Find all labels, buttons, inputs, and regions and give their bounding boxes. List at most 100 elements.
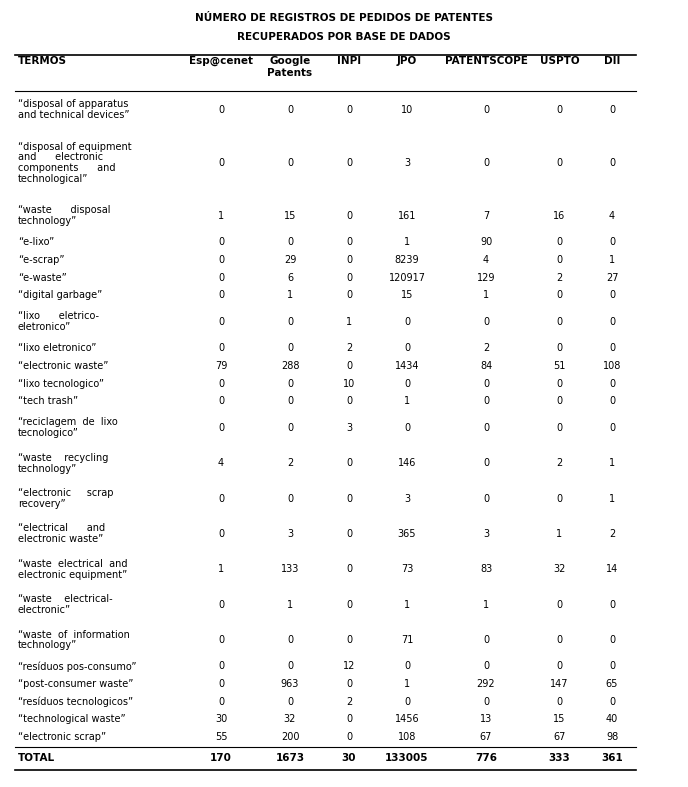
Text: 0: 0 [609,237,615,247]
Text: 6: 6 [287,272,293,283]
Text: 0: 0 [609,661,615,671]
Text: 0: 0 [218,272,224,283]
Text: 1: 1 [404,237,410,247]
Text: 0: 0 [557,157,563,168]
Text: 1: 1 [404,600,410,610]
Text: 1: 1 [287,290,293,301]
Text: 0: 0 [609,423,615,433]
Text: 10: 10 [343,379,355,389]
Text: 0: 0 [404,317,410,327]
Text: 1: 1 [218,211,224,220]
Text: 108: 108 [398,732,416,742]
Text: “disposal of apparatus
and technical devices”: “disposal of apparatus and technical dev… [18,99,129,120]
Text: 51: 51 [553,361,566,371]
Text: 1: 1 [346,317,352,327]
Text: 0: 0 [346,361,352,371]
Text: 200: 200 [281,732,299,742]
Text: 0: 0 [346,272,352,283]
Text: 0: 0 [404,423,410,433]
Text: “waste    electrical-
electronic”: “waste electrical- electronic” [18,594,113,615]
Text: 79: 79 [215,361,227,371]
Text: 0: 0 [218,635,224,645]
Text: 146: 146 [398,458,416,468]
Text: 0: 0 [287,661,293,671]
Text: 133005: 133005 [385,753,429,763]
Text: “electrical      and
electronic waste”: “electrical and electronic waste” [18,523,105,545]
Text: “electronic     scrap
recovery”: “electronic scrap recovery” [18,488,114,509]
Text: 0: 0 [609,290,615,301]
Text: USPTO: USPTO [539,56,579,66]
Text: 0: 0 [557,237,563,247]
Text: 1: 1 [404,397,410,406]
Text: 1: 1 [483,290,489,301]
Text: 0: 0 [218,696,224,707]
Text: 0: 0 [287,317,293,327]
Text: “e-lixo”: “e-lixo” [18,237,54,247]
Text: “digital garbage”: “digital garbage” [18,290,103,301]
Text: DII: DII [604,56,620,66]
Text: 0: 0 [346,397,352,406]
Text: “resíduos tecnologicos”: “resíduos tecnologicos” [18,696,133,707]
Text: 0: 0 [557,423,563,433]
Text: Esp@cenet: Esp@cenet [189,56,253,66]
Text: 71: 71 [401,635,413,645]
Text: 0: 0 [287,493,293,504]
Text: 1456: 1456 [395,715,419,725]
Text: 0: 0 [346,105,352,115]
Text: 0: 0 [483,397,489,406]
Text: 1434: 1434 [395,361,419,371]
Text: 0: 0 [483,423,489,433]
Text: “resíduos pos-consumo”: “resíduos pos-consumo” [18,661,136,672]
Text: 15: 15 [401,290,413,301]
Text: 0: 0 [218,237,224,247]
Text: 2: 2 [346,696,352,707]
Text: 0: 0 [404,343,410,353]
Text: 0: 0 [557,397,563,406]
Text: 0: 0 [346,715,352,725]
Text: 0: 0 [346,635,352,645]
Text: 0: 0 [557,635,563,645]
Text: 0: 0 [483,458,489,468]
Text: 365: 365 [398,529,416,539]
Text: 2: 2 [609,529,615,539]
Text: 0: 0 [346,237,352,247]
Text: 120917: 120917 [389,272,425,283]
Text: RECUPERADOS POR BASE DE DADOS: RECUPERADOS POR BASE DE DADOS [237,32,451,42]
Text: 0: 0 [483,317,489,327]
Text: 14: 14 [606,564,618,575]
Text: 0: 0 [218,317,224,327]
Text: 4: 4 [218,458,224,468]
Text: 0: 0 [609,157,615,168]
Text: 3: 3 [404,157,410,168]
Text: “e-waste”: “e-waste” [18,272,67,283]
Text: 0: 0 [557,661,563,671]
Text: 0: 0 [483,493,489,504]
Text: 0: 0 [218,679,224,689]
Text: “reciclagem  de  lixo
tecnologico”: “reciclagem de lixo tecnologico” [18,417,118,438]
Text: NÚMERO DE REGISTROS DE PEDIDOS DE PATENTES: NÚMERO DE REGISTROS DE PEDIDOS DE PATENT… [195,13,493,23]
Text: 108: 108 [603,361,621,371]
Text: 13: 13 [480,715,492,725]
Text: 1: 1 [609,255,615,265]
Text: 0: 0 [218,661,224,671]
Text: 1: 1 [557,529,563,539]
Text: 32: 32 [284,715,297,725]
Text: 0: 0 [218,290,224,301]
Text: 0: 0 [609,317,615,327]
Text: 67: 67 [480,732,492,742]
Text: “lixo tecnologico”: “lixo tecnologico” [18,379,104,389]
Text: 0: 0 [287,635,293,645]
Text: 0: 0 [609,343,615,353]
Text: 0: 0 [404,696,410,707]
Text: 55: 55 [215,732,227,742]
Text: 0: 0 [346,211,352,220]
Text: 0: 0 [218,600,224,610]
Text: 32: 32 [553,564,566,575]
Text: 0: 0 [218,343,224,353]
Text: 0: 0 [404,379,410,389]
Text: “waste  of  information
technology”: “waste of information technology” [18,630,130,650]
Text: “electronic waste”: “electronic waste” [18,361,109,371]
Text: 3: 3 [287,529,293,539]
Text: 0: 0 [609,105,615,115]
Text: 15: 15 [553,715,566,725]
